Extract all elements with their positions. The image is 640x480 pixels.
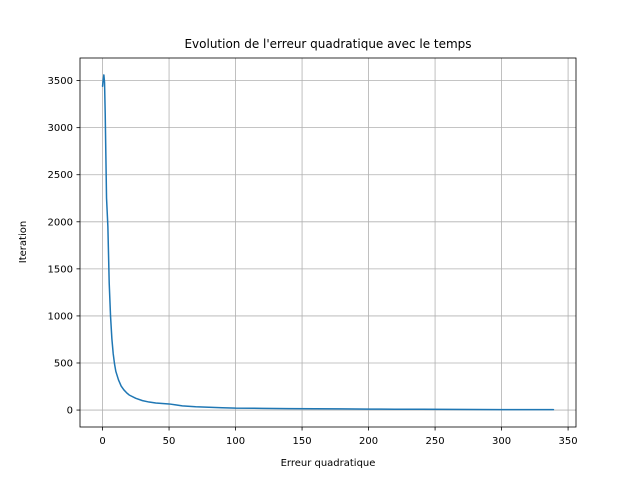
x-tick-label: 250 xyxy=(426,436,445,447)
x-axis: 0 50 100 150 200 250 300 350 xyxy=(99,427,578,447)
y-tick-label: 0 xyxy=(67,406,73,417)
series-layer xyxy=(101,74,555,411)
x-tick-label: 100 xyxy=(226,436,245,447)
series-line xyxy=(101,74,555,411)
chart-title: Evolution de l'erreur quadratique avec l… xyxy=(184,37,471,51)
y-tick-label: 3000 xyxy=(48,123,73,134)
y-tick-label: 3500 xyxy=(48,76,73,87)
x-tick-label: 350 xyxy=(559,436,578,447)
y-tick-label: 500 xyxy=(54,358,73,369)
y-tick-label: 2000 xyxy=(48,217,73,228)
grid xyxy=(80,58,576,427)
x-tick-label: 0 xyxy=(99,436,105,447)
y-tick-label: 1500 xyxy=(48,264,73,275)
plot-frame xyxy=(79,57,577,428)
x-axis-label: Erreur quadratique xyxy=(281,458,376,469)
y-tick-label: 1000 xyxy=(48,311,73,322)
x-tick-label: 50 xyxy=(163,436,176,447)
y-tick-label: 2500 xyxy=(48,170,73,181)
x-tick-label: 300 xyxy=(492,436,511,447)
x-tick-label: 150 xyxy=(293,436,312,447)
x-tick-label: 200 xyxy=(359,436,378,447)
y-axis: 0 500 1000 1500 2000 2500 3000 3500 xyxy=(48,76,80,417)
y-axis-label: Iteration xyxy=(18,221,29,263)
